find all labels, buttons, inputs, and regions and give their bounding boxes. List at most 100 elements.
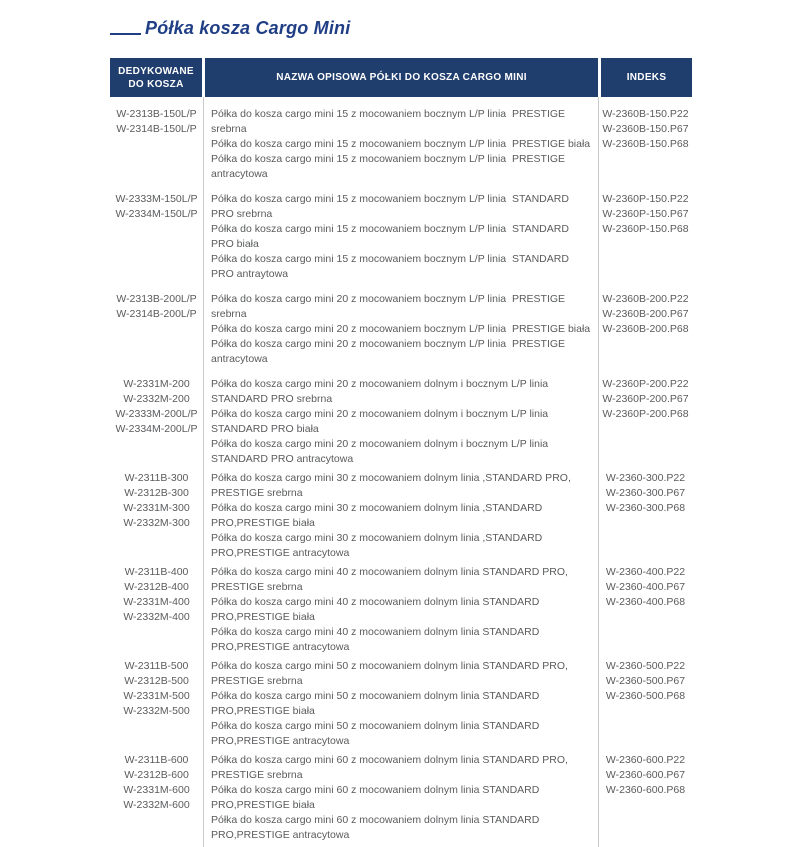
index-code: W-2360P-200.P67 (602, 393, 689, 405)
title-dash-line (110, 33, 141, 35)
index-code: W-2360-300.P68 (605, 502, 686, 514)
models-cell: W-2311B-600 W-2312B-600 W-2331M-600 W-2332M… (110, 753, 203, 847)
index-code: W-2360B-200.P68 (602, 323, 689, 335)
description-text: Półka do kosza cargo mini 50 z mocowanie… (211, 720, 543, 747)
table-header-row: DEDYKOWANE DO KOSZA NAZWA OPISOWA PÓŁKI … (110, 58, 692, 97)
model-code: W-2333M-150L/P (115, 193, 198, 205)
index-code: W-2360P-150.P22 (602, 193, 689, 205)
model-code: W-2314B-150L/P (116, 123, 197, 135)
index-code: W-2360P-200.P68 (602, 408, 689, 420)
table-header-dedicated: DEDYKOWANE DO KOSZA (110, 58, 202, 97)
descriptions-cell: Półka do kosza cargo mini 60 z mocowanie… (203, 753, 599, 847)
description-text: Półka do kosza cargo mini 15 z mocowanie… (211, 223, 572, 250)
model-code: W-2331M-600 (123, 784, 190, 796)
model-code: W-2314B-200L/P (116, 308, 197, 320)
models-cell: W-2331M-200 W-2332M-200 W-2333M-200L/P W-23… (110, 377, 203, 471)
description-text: Półka do kosza cargo mini 20 z mocowanie… (211, 323, 591, 335)
table-header-index: INDEKS (601, 58, 692, 97)
model-code: W-2332M-600 (123, 799, 190, 811)
product-table: DEDYKOWANE DO KOSZA NAZWA OPISOWA PÓŁKI … (110, 58, 692, 847)
indexes-cell: W-2360-600.P22 W-2360-600.P67 W-2360-600.P… (599, 753, 692, 847)
table-row-group: W-2311B-600 W-2312B-600 W-2331M-600 W-2332M… (110, 753, 692, 847)
table-header-description: NAZWA OPISOWA PÓŁKI DO KOSZA CARGO MINI (205, 58, 598, 97)
descriptions-cell: Półka do kosza cargo mini 15 z mocowanie… (203, 97, 599, 192)
model-code: W-2331M-300 (123, 502, 190, 514)
description-text: Półka do kosza cargo mini 50 z mocowanie… (211, 690, 543, 717)
description-text: Półka do kosza cargo mini 30 z mocowanie… (211, 502, 546, 529)
descriptions-cell: Półka do kosza cargo mini 20 z mocowanie… (203, 292, 599, 377)
index-code: W-2360-400.P22 (605, 566, 686, 578)
model-code: W-2332M-200 (123, 393, 190, 405)
model-code: W-2332M-300 (123, 517, 190, 529)
page-title-row: Półka kosza Cargo Mini (110, 16, 350, 40)
description-text: Półka do kosza cargo mini 15 z mocowanie… (211, 108, 568, 135)
descriptions-cell: Półka do kosza cargo mini 15 z mocowanie… (203, 192, 599, 292)
models-cell: W-2313B-150L/P W-2314B-150L/P (110, 97, 203, 192)
table-row-group: W-2333M-150L/P W-2334M-150L/P Półka do ko… (110, 192, 692, 292)
description-text: Półka do kosza cargo mini 15 z mocowanie… (211, 153, 568, 180)
description-text: Półka do kosza cargo mini 20 z mocowanie… (211, 293, 568, 320)
model-code: W-2312B-400 (124, 581, 189, 593)
description-text: Półka do kosza cargo mini 40 z mocowanie… (211, 566, 571, 593)
model-code: W-2332M-500 (123, 705, 190, 717)
models-cell: W-2311B-400 W-2312B-400 W-2331M-400 W-2332M… (110, 565, 203, 659)
index-code: W-2360P-200.P22 (602, 378, 689, 390)
model-code: W-2334M-200L/P (115, 423, 198, 435)
description-text: Półka do kosza cargo mini 30 z mocowanie… (211, 472, 574, 499)
descriptions-cell: Półka do kosza cargo mini 20 z mocowanie… (203, 377, 599, 471)
description-text: Półka do kosza cargo mini 15 z mocowanie… (211, 138, 591, 150)
description-text: Półka do kosza cargo mini 15 z mocowanie… (211, 253, 572, 280)
indexes-cell: W-2360-400.P22 W-2360-400.P67 W-2360-400.P… (599, 565, 692, 659)
model-code: W-2311B-400 (124, 566, 189, 578)
model-code: W-2311B-500 (124, 660, 189, 672)
model-code: W-2311B-600 (124, 754, 189, 766)
description-text: Półka do kosza cargo mini 20 z mocowanie… (211, 338, 568, 365)
model-code: W-2331M-200 (123, 378, 190, 390)
index-code: W-2360B-200.P67 (602, 308, 689, 320)
model-code: W-2313B-200L/P (116, 293, 197, 305)
index-code: W-2360-600.P68 (605, 784, 686, 796)
description-text: Półka do kosza cargo mini 20 z mocowanie… (211, 378, 552, 405)
indexes-cell: W-2360P-150.P22 W-2360P-150.P67 W-2360P-15… (599, 192, 692, 292)
model-code: W-2331M-500 (123, 690, 190, 702)
indexes-cell: W-2360-500.P22 W-2360-500.P67 W-2360-500.P… (599, 659, 692, 753)
indexes-cell: W-2360P-200.P22 W-2360P-200.P67 W-2360P-20… (599, 377, 692, 471)
index-code: W-2360B-200.P22 (602, 293, 689, 305)
description-text: Półka do kosza cargo mini 60 z mocowanie… (211, 814, 543, 841)
model-code: W-2334M-150L/P (115, 208, 198, 220)
description-text: Półka do kosza cargo mini 20 z mocowanie… (211, 438, 552, 465)
model-code: W-2313B-150L/P (116, 108, 197, 120)
table-row-group: W-2331M-200 W-2332M-200 W-2333M-200L/P W-23… (110, 377, 692, 471)
model-code: W-2312B-500 (124, 675, 189, 687)
model-code: W-2331M-400 (123, 596, 190, 608)
index-code: W-2360-400.P68 (605, 596, 686, 608)
index-code: W-2360P-150.P67 (602, 208, 689, 220)
indexes-cell: W-2360B-150.P22 W-2360B-150.P67 W-2360B-15… (599, 97, 692, 192)
description-text: Półka do kosza cargo mini 60 z mocowanie… (211, 784, 543, 811)
model-code: W-2312B-300 (124, 487, 189, 499)
indexes-cell: W-2360-300.P22 W-2360-300.P67 W-2360-300.P… (599, 471, 692, 565)
table-row-group: W-2311B-300 W-2312B-300 W-2331M-300 W-2332M… (110, 471, 692, 565)
table-row-group: W-2313B-200L/P W-2314B-200L/P Półka do ko… (110, 292, 692, 377)
descriptions-cell: Półka do kosza cargo mini 50 z mocowanie… (203, 659, 599, 753)
table-row-group: W-2313B-150L/P W-2314B-150L/P Półka do ko… (110, 97, 692, 192)
description-text: Półka do kosza cargo mini 50 z mocowanie… (211, 660, 571, 687)
index-code: W-2360B-150.P68 (602, 138, 689, 150)
description-text: Półka do kosza cargo mini 15 z mocowanie… (211, 193, 572, 220)
model-code: W-2333M-200L/P (115, 408, 198, 420)
model-code: W-2312B-600 (124, 769, 189, 781)
indexes-cell: W-2360B-200.P22 W-2360B-200.P67 W-2360B-20… (599, 292, 692, 377)
descriptions-cell: Półka do kosza cargo mini 30 z mocowanie… (203, 471, 599, 565)
index-code: W-2360-400.P67 (605, 581, 686, 593)
index-code: W-2360-500.P22 (605, 660, 686, 672)
description-text: Półka do kosza cargo mini 20 z mocowanie… (211, 408, 552, 435)
model-code: W-2332M-400 (123, 611, 190, 623)
models-cell: W-2313B-200L/P W-2314B-200L/P (110, 292, 203, 377)
index-code: W-2360-600.P22 (605, 754, 686, 766)
table-body: W-2313B-150L/P W-2314B-150L/P Półka do ko… (110, 97, 692, 847)
index-code: W-2360-300.P67 (605, 487, 686, 499)
index-code: W-2360-300.P22 (605, 472, 686, 484)
models-cell: W-2311B-300 W-2312B-300 W-2331M-300 W-2332M… (110, 471, 203, 565)
descriptions-cell: Półka do kosza cargo mini 40 z mocowanie… (203, 565, 599, 659)
index-code: W-2360B-150.P22 (602, 108, 689, 120)
